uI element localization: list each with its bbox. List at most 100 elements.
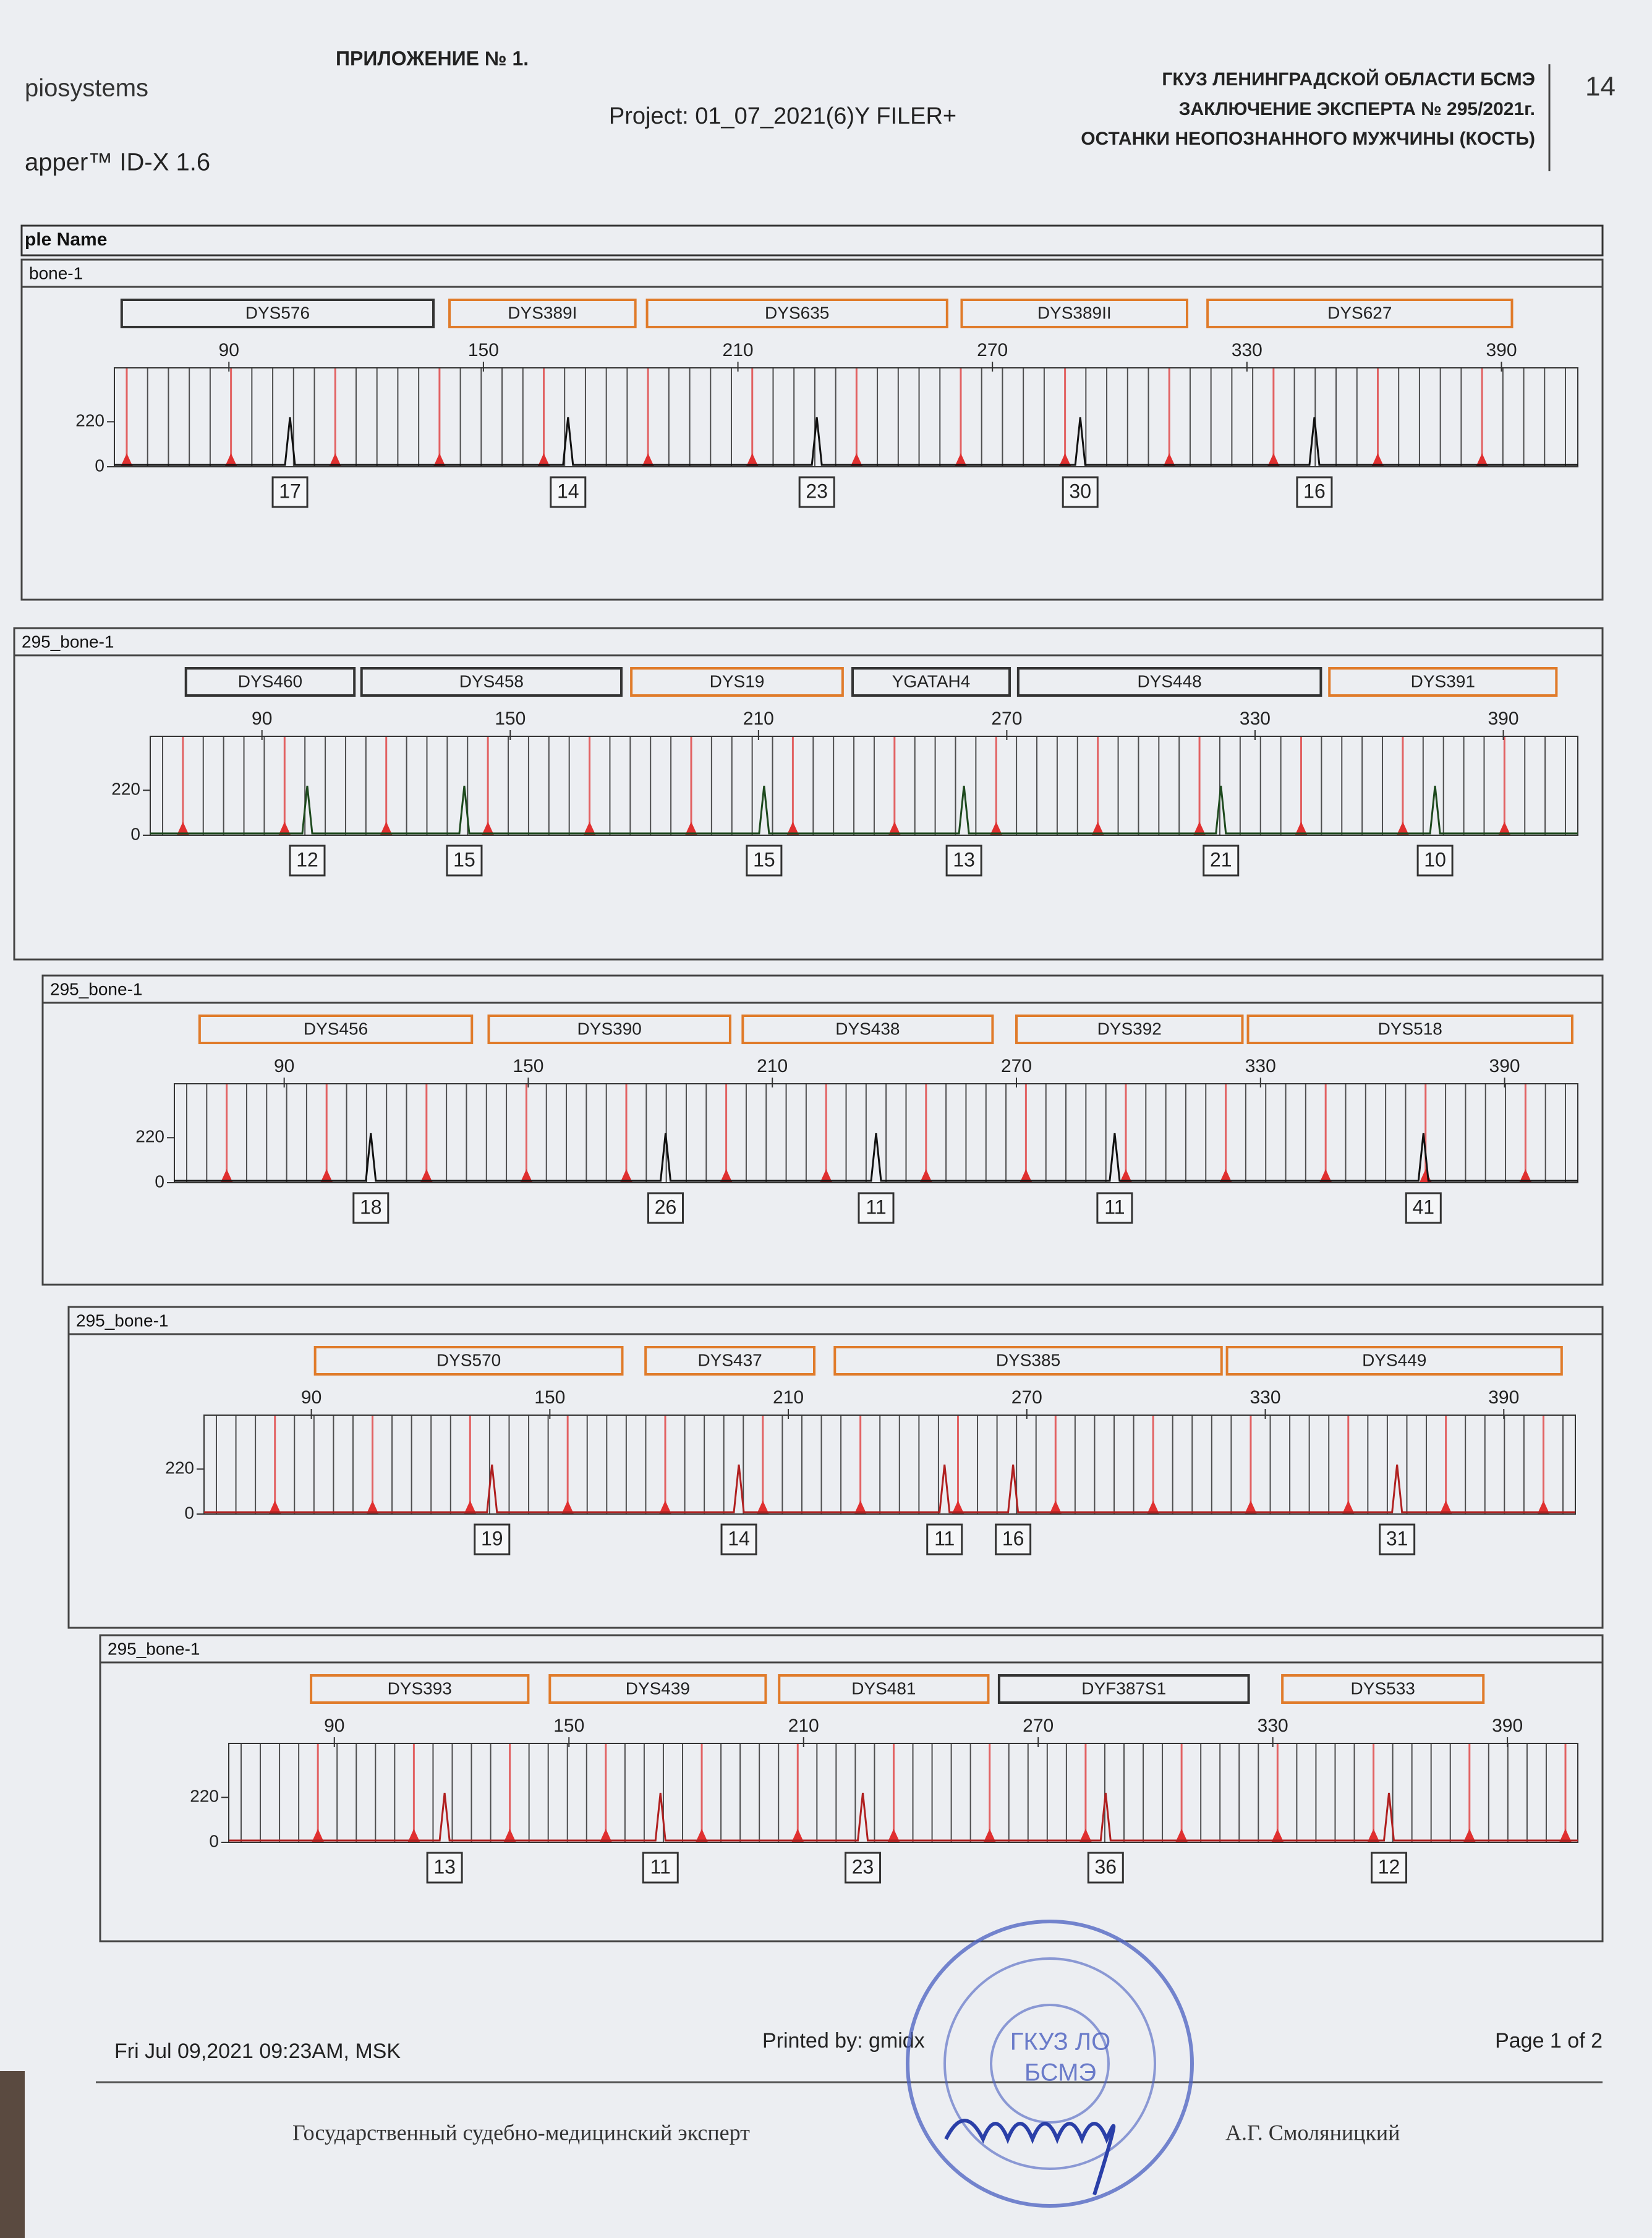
artifact-peak: [1271, 1829, 1284, 1842]
edge: [0, 2071, 25, 2238]
artifact-peak: [684, 822, 697, 835]
trace: [114, 417, 1578, 466]
plot-frame: [228, 1743, 1578, 1843]
x-tick-label: 390: [1488, 1387, 1519, 1408]
allele-call: 13: [953, 848, 975, 870]
marker-box: [1246, 1015, 1573, 1044]
x-tick-label: 390: [1488, 708, 1518, 729]
y-tick-label: 220: [135, 1127, 164, 1146]
artifact-peak: [583, 822, 596, 835]
allele-call: 11: [650, 1855, 671, 1878]
table-header-bar: [20, 224, 1604, 257]
x-tick-label: 270: [1011, 1387, 1042, 1408]
allele-box: [858, 1192, 895, 1224]
marker-box: [313, 1346, 624, 1376]
marker-name: DYS385: [996, 1350, 1060, 1369]
artifact-peak: [220, 1169, 233, 1183]
artifact-peak: [420, 1169, 433, 1183]
marker-name: DYS635: [765, 303, 829, 322]
artifact-peak: [1367, 1829, 1380, 1842]
x-tick-label: 330: [1250, 1387, 1281, 1408]
x-tick-label: 330: [1258, 1716, 1288, 1736]
artifact-peak: [620, 1169, 633, 1183]
marker-name: DYF387S1: [1081, 1678, 1166, 1698]
allele-call: 19: [481, 1527, 503, 1549]
allele-box: [926, 1523, 963, 1555]
x-tick-label: 270: [991, 708, 1022, 729]
x-tick-label: 90: [274, 1056, 294, 1076]
y-tick-label: 220: [75, 411, 104, 430]
artifact-peak: [1193, 822, 1206, 835]
allele-box: [1296, 476, 1333, 508]
artifact-peak: [1559, 1829, 1572, 1842]
artifact-peak: [176, 822, 189, 835]
org-line: ГКУЗ ЛЕНИНГРАДСКОЙ ОБЛАСТИ БСМЭ: [1162, 69, 1535, 90]
artifact-peak: [1295, 822, 1308, 835]
sample-name: 295_bone-1: [50, 979, 142, 998]
marker-name: DYS389II: [1037, 303, 1112, 322]
marker-box: [1016, 667, 1322, 697]
x-tick-label: 390: [1492, 1716, 1523, 1736]
marker-name: DYS449: [1362, 1350, 1426, 1369]
artifact-peak: [1498, 822, 1511, 835]
artifact-peak: [268, 1500, 281, 1514]
marker-name: DYS19: [710, 671, 765, 691]
x-tick-label: 270: [977, 340, 1008, 360]
allele-box: [1096, 1192, 1133, 1224]
allele-box: [271, 476, 309, 508]
artifact-peak: [720, 1169, 733, 1183]
artifact-peak: [121, 453, 133, 467]
artifact-peak: [520, 1169, 533, 1183]
marker-box: [778, 1674, 990, 1704]
x-tick-label: 150: [495, 708, 526, 729]
x-tick-label: 90: [219, 340, 239, 360]
allele-box: [1416, 845, 1454, 877]
artifact-peak: [1219, 1169, 1232, 1183]
x-tick-label: 150: [534, 1387, 565, 1408]
stamp-ring: [943, 1957, 1156, 2170]
artifact-peak: [1079, 1829, 1092, 1842]
marker-name: DYS456: [304, 1019, 368, 1038]
artifact-peak: [1519, 1169, 1532, 1183]
allele-box: [746, 845, 783, 877]
allele-call: 11: [1104, 1196, 1125, 1218]
marker-box: [1225, 1346, 1563, 1376]
artifact-peak: [1058, 453, 1071, 467]
allele-box: [352, 1192, 390, 1224]
artifact-peak: [1091, 822, 1104, 835]
allele-box: [446, 845, 483, 877]
marker-box: [630, 667, 844, 697]
artifact-peak: [820, 1169, 833, 1183]
x-tick-label: 210: [757, 1056, 788, 1076]
artifact-peak: [1537, 1500, 1550, 1514]
marker-name: DYS393: [388, 1678, 452, 1698]
allele-call: 14: [728, 1527, 750, 1549]
footer-page: Page 1 of 2: [1495, 2029, 1603, 2053]
sample-name: 295_bone-1: [76, 1311, 168, 1330]
artifact-peak: [888, 822, 901, 835]
artifact-peak: [659, 1500, 671, 1514]
x-tick-label: 210: [743, 708, 774, 729]
signature-scribble: [944, 2119, 1116, 2195]
artifact-peak: [854, 1500, 867, 1514]
allele-call: 11: [866, 1196, 886, 1218]
marker-box: [184, 667, 356, 697]
artifact-peak: [786, 822, 799, 835]
y-tick-label: 0: [155, 1172, 164, 1191]
allele-call: 30: [1069, 480, 1091, 502]
sample-bar: [41, 974, 1604, 1004]
marker-box: [487, 1015, 731, 1044]
marker-box: [645, 299, 948, 328]
project: Project: 01_07_2021(6)Y FILER+: [609, 103, 956, 129]
artifact-peak: [919, 1169, 932, 1183]
allele-call: 13: [433, 1855, 456, 1878]
allele-call: 11: [934, 1527, 955, 1549]
artifact-peak: [1147, 1500, 1160, 1514]
marker-name: DYS518: [1378, 1019, 1442, 1038]
sample-bar: [67, 1306, 1604, 1335]
marker-name: DYS481: [851, 1678, 916, 1698]
marker-box: [741, 1015, 994, 1044]
plot-frame: [150, 736, 1578, 836]
